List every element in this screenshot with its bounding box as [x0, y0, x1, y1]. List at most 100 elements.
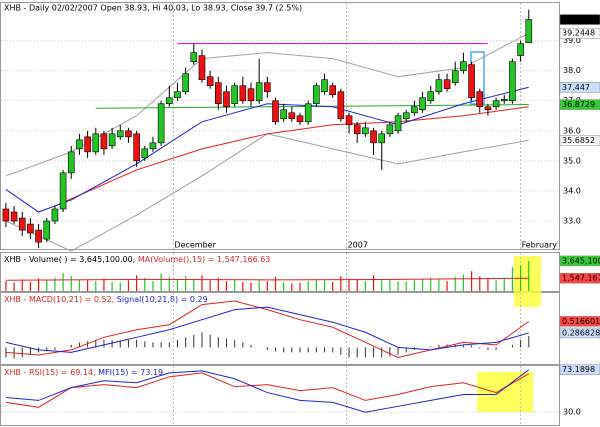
value-label: 73.1898	[562, 365, 595, 374]
value-label-box	[559, 255, 600, 267]
line-series	[5, 277, 529, 281]
candle-body	[264, 82, 271, 93]
candle-body	[92, 133, 100, 153]
candle-body	[231, 85, 238, 105]
value-label: 3,645,100	[562, 256, 600, 265]
legend-entry: MFI(15) = 73.19	[98, 368, 163, 377]
candle-body	[492, 100, 500, 108]
candle-body	[370, 130, 377, 144]
candle-body	[451, 70, 459, 83]
value-label: 0.516601	[562, 317, 600, 326]
value-label-box	[559, 272, 600, 284]
rsi-highlight	[477, 372, 533, 412]
candle-body	[321, 79, 328, 93]
macd-panel	[0, 292, 560, 365]
candle-body	[329, 85, 336, 96]
value-label-box	[559, 135, 600, 146]
value-label: 35.6852	[562, 136, 595, 145]
line-series	[5, 306, 529, 353]
candle-body	[411, 106, 418, 114]
candle-body	[84, 136, 91, 153]
x-tick-label: February	[522, 241, 558, 250]
candle-body	[460, 61, 467, 71]
candle-body	[468, 64, 475, 99]
candle-body	[190, 52, 198, 62]
candle-body	[386, 124, 394, 135]
candle-body	[116, 130, 124, 138]
volume-legend: XHB - Volume( ) = 3,645,100.00, MA(Volum…	[4, 255, 270, 264]
candle-body	[353, 124, 361, 135]
candle-body	[247, 88, 255, 102]
candle-body	[198, 55, 206, 80]
candle-body	[427, 91, 435, 102]
candle-body	[76, 139, 83, 150]
line-series	[54, 106, 529, 207]
value-label-box	[559, 99, 600, 110]
candle-body	[525, 19, 533, 43]
candle-body	[378, 133, 386, 144]
value-label: 1,547,167	[562, 274, 600, 283]
candle-body	[337, 91, 345, 120]
candle-body	[313, 85, 320, 105]
value-label-box	[559, 82, 600, 93]
line-series	[5, 369, 530, 413]
value-label: 36.8729	[562, 100, 595, 109]
candle-body	[174, 91, 181, 99]
candle-body	[67, 151, 75, 174]
candle-body	[149, 142, 157, 150]
candle-body	[304, 103, 312, 123]
candle-body	[255, 82, 263, 102]
candle-body	[419, 97, 426, 111]
candle-body	[280, 109, 287, 120]
y-tick-label: 34.0	[563, 186, 581, 195]
value-label-box	[559, 364, 600, 375]
candle-body	[59, 172, 67, 210]
chart-title: XHB - Daily 02/02/2007 Open 38.93, Hi 40…	[4, 4, 302, 13]
candle-body	[296, 115, 304, 123]
candle-body	[500, 98, 508, 102]
legend-entry: XHB - MACD(10,21) = 0.52,	[4, 295, 114, 304]
candle-body	[394, 115, 402, 132]
line-series	[5, 372, 530, 408]
candle-body	[215, 82, 222, 105]
candle-body	[362, 127, 369, 135]
candle-body	[402, 112, 410, 120]
y-tick-label: 38.0	[563, 66, 581, 75]
candle-body	[517, 43, 524, 56]
value-label-box	[559, 327, 600, 339]
line-series	[95, 104, 529, 109]
value-label-box	[559, 27, 600, 39]
candle-body	[43, 220, 51, 240]
legend-entry: XHB - RSI(15) = 69.14,	[4, 368, 96, 377]
candle-body	[18, 217, 26, 231]
value-label-box	[559, 316, 600, 327]
rsi-legend: XHB - RSI(15) = 69.14, MFI(15) = 73.19	[4, 368, 163, 377]
value-label: 39.2448	[562, 29, 595, 38]
candle-body	[288, 112, 296, 120]
volume-panel	[0, 252, 560, 292]
y-tick-label: 30.0	[563, 408, 581, 417]
x-tick-label: December	[174, 241, 216, 250]
value-label: 37.447	[562, 83, 590, 92]
candle-body	[443, 79, 451, 90]
candle-body	[345, 115, 353, 126]
candle-body	[2, 208, 10, 222]
y-tick-label: 39.0	[563, 36, 581, 45]
candle-body	[10, 211, 18, 222]
line-series	[5, 86, 529, 213]
candle-body	[476, 91, 484, 108]
candle-body	[141, 148, 149, 159]
value-label-box	[559, 14, 600, 25]
candle-body	[51, 208, 59, 222]
candle-body	[206, 76, 214, 87]
value-label: 0.286828	[562, 328, 600, 337]
candle-body	[509, 61, 516, 102]
y-tick-label: 36.0	[563, 126, 581, 135]
legend-entry: XHB - Volume( ) = 3,645,100.00,	[4, 255, 135, 264]
x-tick-label: 2007	[348, 241, 368, 250]
price-panel	[0, 2, 560, 250]
value-label: 39.7	[562, 15, 580, 24]
candle-body	[165, 97, 173, 105]
candle-body	[108, 133, 116, 147]
